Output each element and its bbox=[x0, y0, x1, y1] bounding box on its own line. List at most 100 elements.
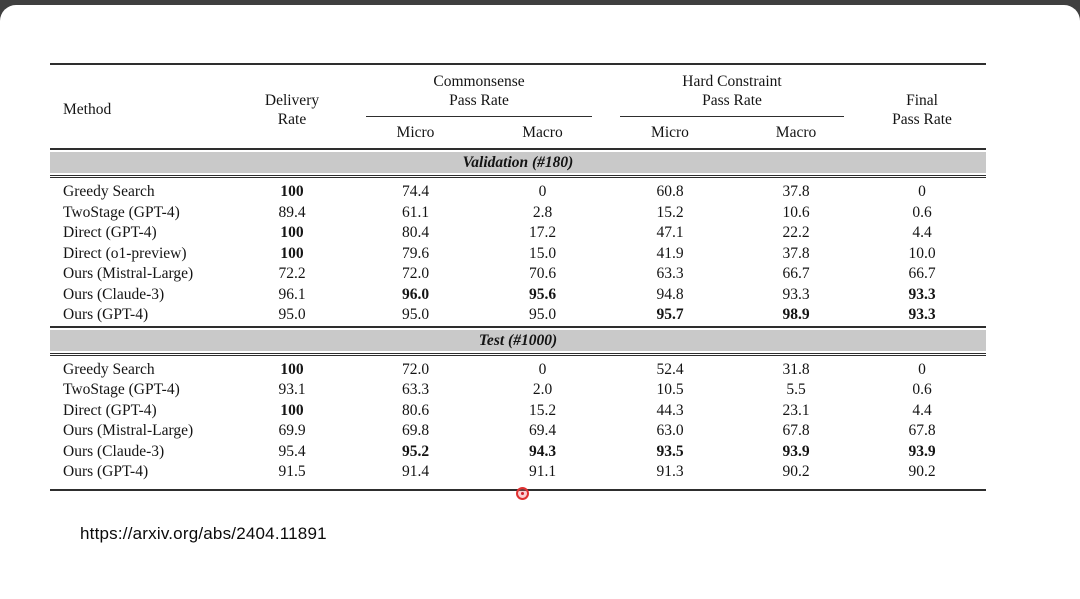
value-cell: 41.9 bbox=[656, 244, 684, 262]
value-cell: 95.4 bbox=[278, 442, 306, 460]
value-cell: 93.3 bbox=[908, 306, 936, 323]
value-cell: 89.4 bbox=[278, 203, 306, 221]
value-cell: 100 bbox=[280, 360, 304, 378]
value-cell: 94.3 bbox=[528, 442, 557, 460]
header-hard-constraint-label: Hard Constraint Pass Rate bbox=[620, 65, 845, 117]
method-cell: Ours (Claude-3) bbox=[63, 442, 165, 460]
value-cell: 80.6 bbox=[401, 401, 430, 419]
value-cell: 93.3 bbox=[782, 285, 810, 303]
value-cell: 22.2 bbox=[782, 224, 810, 241]
value-cell: 95.2 bbox=[401, 442, 430, 460]
value-cell: 15.2 bbox=[528, 401, 557, 419]
value-cell: 52.4 bbox=[656, 360, 684, 378]
method-cell: Ours (Claude-3) bbox=[63, 285, 165, 303]
value-cell: 96.1 bbox=[278, 285, 306, 303]
value-cell: 15.2 bbox=[656, 203, 684, 221]
section-title-test: Test (#1000) bbox=[50, 329, 987, 351]
value-cell: 67.8 bbox=[908, 422, 936, 439]
value-cell: 93.1 bbox=[278, 381, 306, 398]
value-cell: 100 bbox=[280, 224, 304, 241]
method-cell: Ours (Mistral-Large) bbox=[63, 422, 194, 439]
value-cell: 93.9 bbox=[782, 442, 810, 460]
value-cell: 4.4 bbox=[912, 224, 932, 241]
value-cell: 0 bbox=[538, 360, 547, 378]
value-cell: 10.0 bbox=[908, 244, 936, 262]
method-cell: Direct (GPT-4) bbox=[63, 401, 157, 419]
value-cell: 61.1 bbox=[401, 203, 430, 221]
value-cell: 66.7 bbox=[782, 265, 810, 282]
value-cell: 2.0 bbox=[532, 381, 553, 398]
value-cell: 93.5 bbox=[656, 442, 684, 460]
value-cell: 100 bbox=[280, 183, 304, 200]
value-cell: 10.6 bbox=[782, 203, 810, 221]
method-cell: Greedy Search bbox=[63, 183, 155, 200]
table-row: Ours (GPT-4) 95.0 95.0 95.0 95.7 98.9 93.3 bbox=[50, 305, 986, 327]
value-cell: 91.4 bbox=[401, 463, 430, 480]
value-cell: 69.9 bbox=[278, 422, 306, 439]
value-cell: 70.6 bbox=[528, 265, 557, 282]
method-cell: TwoStage (GPT-4) bbox=[63, 203, 180, 221]
table-row: Direct (GPT-4) 100 80.4 17.2 47.1 22.2 4.4 bbox=[50, 223, 986, 244]
header-commonsense-macro: Macro bbox=[522, 124, 563, 141]
value-cell: 2.8 bbox=[532, 203, 553, 221]
value-cell: 79.6 bbox=[401, 244, 430, 262]
arxiv-url-caption: https://arxiv.org/abs/2404.11891 bbox=[80, 524, 327, 543]
value-cell: 95.0 bbox=[401, 306, 430, 323]
value-cell: 44.3 bbox=[656, 401, 684, 419]
value-cell: 5.5 bbox=[786, 381, 806, 398]
table-row: Greedy Search 100 74.4 0 60.8 37.8 0 bbox=[50, 177, 986, 203]
section-band-validation: Validation (#180) bbox=[50, 148, 987, 178]
value-cell: 0 bbox=[918, 360, 926, 378]
value-cell: 69.4 bbox=[528, 422, 557, 439]
value-cell: 37.8 bbox=[782, 244, 810, 262]
value-cell: 10.5 bbox=[656, 381, 684, 398]
header-hard-constraint-group: Hard Constraint Pass Rate bbox=[606, 64, 858, 117]
header-delivery-rate: Delivery Rate bbox=[264, 92, 320, 128]
value-cell: 15.0 bbox=[528, 244, 557, 262]
value-cell: 95.0 bbox=[278, 306, 306, 323]
value-cell: 72.2 bbox=[278, 265, 306, 282]
value-cell: 100 bbox=[280, 244, 304, 262]
value-cell: 95.0 bbox=[528, 306, 557, 323]
value-cell: 90.2 bbox=[908, 463, 936, 480]
value-cell: 93.9 bbox=[908, 442, 936, 460]
value-cell: 91.1 bbox=[528, 463, 557, 480]
method-cell: Greedy Search bbox=[63, 360, 155, 378]
header-hard-constraint-micro: Micro bbox=[651, 124, 689, 141]
value-cell: 100 bbox=[280, 401, 304, 419]
value-cell: 91.5 bbox=[278, 463, 306, 480]
header-method: Method bbox=[63, 101, 112, 118]
value-cell: 66.7 bbox=[908, 265, 936, 282]
table-row: Greedy Search 100 72.0 0 52.4 31.8 0 bbox=[50, 354, 986, 380]
table-row: Direct (GPT-4) 100 80.6 15.2 44.3 23.1 4.4 bbox=[50, 401, 986, 422]
value-cell: 0 bbox=[918, 183, 926, 200]
header-commonsense-micro: Micro bbox=[396, 124, 435, 141]
laser-pointer-dot bbox=[516, 487, 529, 500]
value-cell: 31.8 bbox=[782, 360, 810, 378]
header-hard-constraint-macro: Macro bbox=[775, 124, 817, 141]
value-cell: 67.8 bbox=[782, 422, 810, 439]
header-commonsense-label: Commonsense Pass Rate bbox=[366, 65, 592, 117]
section-title-validation: Validation (#180) bbox=[50, 152, 987, 173]
value-cell: 69.8 bbox=[401, 422, 430, 439]
value-cell: 98.9 bbox=[782, 306, 810, 323]
value-cell: 74.4 bbox=[401, 183, 430, 200]
method-cell: TwoStage (GPT-4) bbox=[63, 381, 180, 398]
method-cell: Direct (GPT-4) bbox=[63, 224, 157, 241]
section-body-validation: Greedy Search 100 74.4 0 60.8 37.8 0 TwoStage (… bbox=[50, 177, 986, 327]
value-cell: 0.6 bbox=[912, 381, 932, 398]
section-body-test: Greedy Search 100 72.0 0 52.4 31.8 0 TwoStage (… bbox=[50, 354, 986, 490]
value-cell: 47.1 bbox=[656, 224, 684, 241]
table-row: Direct (o1-preview) 100 79.6 15.0 41.9 37.8 10… bbox=[50, 244, 986, 265]
value-cell: 60.8 bbox=[656, 183, 684, 200]
value-cell: 72.0 bbox=[401, 360, 430, 378]
value-cell: 95.7 bbox=[656, 306, 684, 323]
method-cell: Ours (GPT-4) bbox=[63, 463, 149, 480]
table-header: Method Delivery Rate Commonsense Pass Ra… bbox=[50, 64, 986, 149]
header-commonsense-group: Commonsense Pass Rate bbox=[352, 64, 606, 117]
value-cell: 0.6 bbox=[912, 203, 932, 221]
value-cell: 93.3 bbox=[908, 285, 936, 303]
value-cell: 63.3 bbox=[656, 265, 684, 282]
value-cell: 23.1 bbox=[782, 401, 810, 419]
